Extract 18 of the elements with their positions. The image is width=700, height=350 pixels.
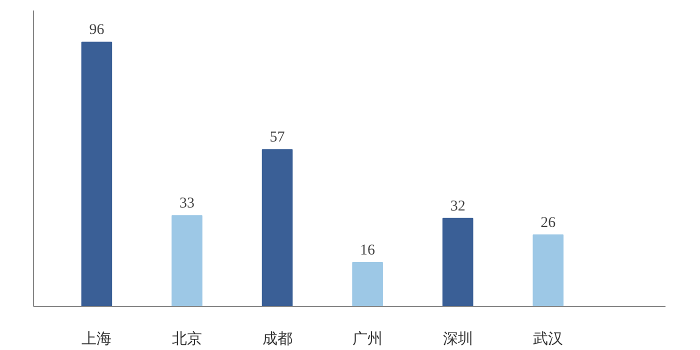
x-tick-label: 北京 <box>172 330 202 348</box>
x-tick-label: 武汉 <box>533 330 564 348</box>
data-label: 16 <box>360 242 376 258</box>
data-label: 26 <box>540 214 556 231</box>
bar <box>172 215 202 306</box>
data-label: 57 <box>270 130 286 146</box>
bar <box>262 149 293 306</box>
x-tick-label: 深圳 <box>442 330 473 348</box>
x-tick-label: 成都 <box>262 330 292 348</box>
x-tick-label: 广州 <box>352 330 383 348</box>
bar <box>81 42 112 306</box>
bar <box>532 234 564 306</box>
x-tick-label: 上海 <box>82 330 112 348</box>
bar <box>442 218 474 306</box>
data-label: 32 <box>450 198 466 214</box>
bar <box>352 262 383 306</box>
data-label: 33 <box>179 196 194 212</box>
data-label: 96 <box>89 22 105 38</box>
